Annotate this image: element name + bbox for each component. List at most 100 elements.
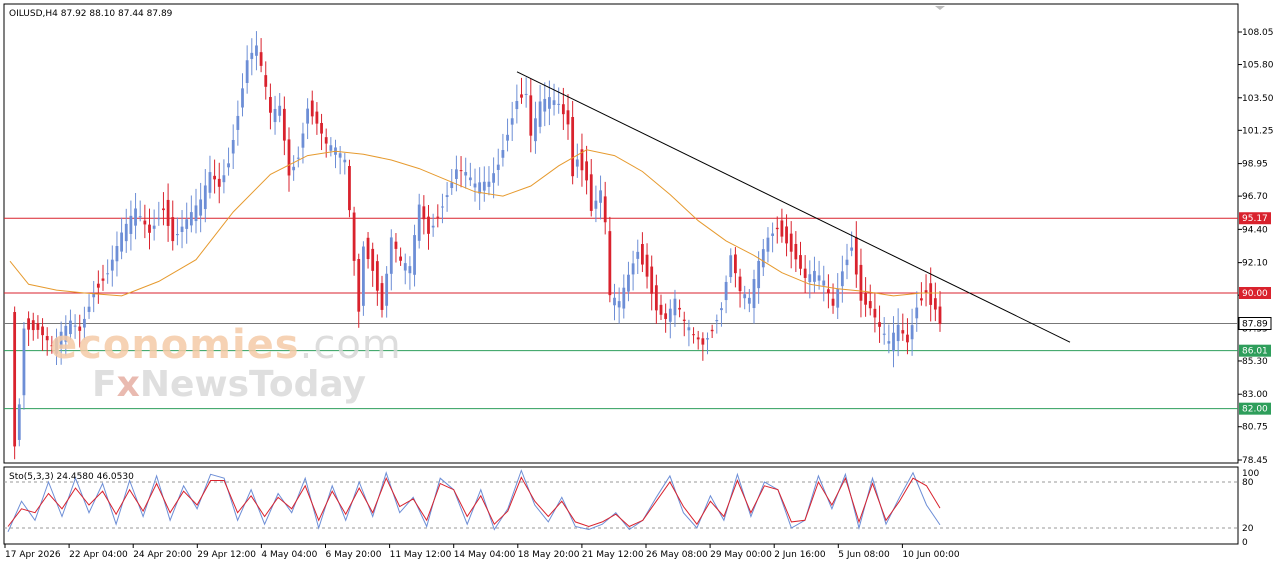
candle-body xyxy=(757,260,761,289)
candle-body xyxy=(715,320,719,322)
candle-body xyxy=(17,404,21,440)
candle-body xyxy=(678,307,681,310)
candle-body xyxy=(566,110,570,125)
candle-body xyxy=(552,100,556,105)
candle-body xyxy=(422,206,426,220)
candle-body xyxy=(189,212,193,226)
candle-body xyxy=(724,281,728,301)
watermark-text-main: economies xyxy=(50,322,300,368)
candle-body xyxy=(622,287,626,309)
level-tag-82.00 xyxy=(1239,402,1271,415)
candle-body xyxy=(720,308,723,311)
x-tick-label: 17 Apr 2026 xyxy=(5,550,61,560)
candle-body xyxy=(87,306,91,312)
candle-body xyxy=(292,166,296,171)
candle-body xyxy=(371,248,375,271)
candle-body xyxy=(929,283,933,305)
candle-body xyxy=(450,182,454,189)
candle-body xyxy=(896,324,900,342)
candle-body xyxy=(557,103,561,105)
candle-body xyxy=(366,237,370,260)
candle-body xyxy=(227,163,230,168)
candle-body xyxy=(650,266,654,294)
candle-body xyxy=(710,329,714,332)
x-tick-label: 22 Apr 04:00 xyxy=(69,550,128,560)
candle-body xyxy=(734,254,737,274)
x-tick-label: 2 Jun 16:00 xyxy=(774,550,826,560)
candle-body xyxy=(785,226,788,244)
candle-body xyxy=(873,308,877,318)
candle-body xyxy=(529,95,533,136)
x-tick-label: 26 May 08:00 xyxy=(646,550,708,560)
candle-body xyxy=(589,174,593,211)
candle-body xyxy=(506,134,509,141)
candle-body xyxy=(92,293,96,298)
candle-body xyxy=(162,208,165,211)
watermark-newstoday: NewsToday xyxy=(139,364,366,405)
sto-header-text: Sto(5,3,3) 24.4580 46.0530 xyxy=(9,472,134,482)
candle-body xyxy=(687,327,691,331)
candle-body xyxy=(296,157,300,159)
candle-body xyxy=(208,172,212,193)
candle-body xyxy=(306,108,309,124)
candle-body xyxy=(394,241,398,249)
candle-body xyxy=(357,259,361,312)
candle-body xyxy=(199,199,203,216)
candle-body xyxy=(222,175,226,183)
candle-body xyxy=(352,212,356,261)
y-tick-label: 94.40 xyxy=(1242,225,1268,235)
level-tag-87.89 xyxy=(1238,317,1272,331)
watermark-f: F xyxy=(92,364,117,405)
downtrend-line xyxy=(516,71,1071,343)
candle-body xyxy=(468,177,472,181)
candle-body xyxy=(520,94,523,98)
candle-body xyxy=(329,145,333,151)
candle-body xyxy=(120,232,123,252)
candle-body xyxy=(338,153,342,158)
candle-body xyxy=(269,96,272,113)
y-tick-label: 92.10 xyxy=(1242,259,1268,269)
stochastic-panel-frame xyxy=(3,466,1239,545)
candle-body xyxy=(854,237,858,275)
candle-body xyxy=(692,334,695,336)
candle-body xyxy=(417,204,421,241)
candle-body xyxy=(915,307,919,319)
candle-body xyxy=(636,251,640,259)
candle-body xyxy=(766,237,770,252)
candle-body xyxy=(264,75,268,87)
candle-body xyxy=(27,318,30,330)
y-tick-label: 80.75 xyxy=(1242,423,1268,433)
candle-body xyxy=(827,289,830,293)
candle-body xyxy=(599,190,602,203)
candle-body xyxy=(348,166,351,211)
candle-body xyxy=(887,341,891,344)
candle-body xyxy=(278,105,282,116)
candle-body xyxy=(613,297,616,306)
moving-average-line xyxy=(9,149,940,297)
candle-body xyxy=(501,150,505,158)
sto-tick-label: 100 xyxy=(1242,469,1259,479)
candle-body xyxy=(641,244,644,265)
candle-body xyxy=(441,206,444,208)
candle-body xyxy=(571,117,575,177)
candle-body xyxy=(236,115,240,130)
candle-body xyxy=(882,333,886,335)
candle-body xyxy=(203,185,207,210)
candle-body xyxy=(868,301,872,309)
candle-body xyxy=(608,231,612,296)
candle-body xyxy=(315,111,319,124)
candle-body xyxy=(534,118,537,142)
x-tick-label: 21 May 12:00 xyxy=(582,550,644,560)
y-tick-label: 103.50 xyxy=(1242,94,1274,104)
candle-body xyxy=(320,122,323,134)
candle-body xyxy=(901,330,905,334)
candle-body xyxy=(659,304,663,315)
candle-body xyxy=(217,178,221,187)
candle-body xyxy=(180,226,184,232)
candle-body xyxy=(287,139,291,176)
x-tick-label: 10 Jun 00:00 xyxy=(902,550,959,560)
candle-body xyxy=(41,326,44,336)
candle-body xyxy=(255,45,258,56)
candle-body xyxy=(129,215,133,234)
